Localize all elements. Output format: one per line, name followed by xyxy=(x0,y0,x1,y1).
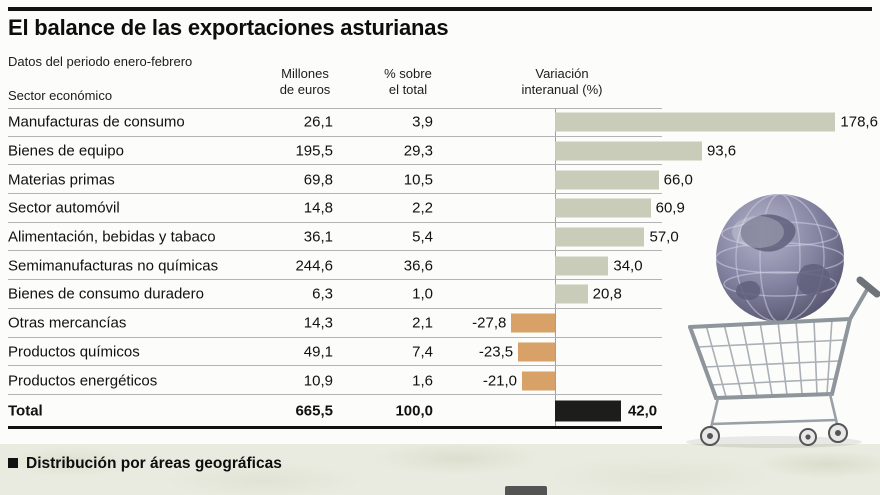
column-header-variacion: Variación interanual (%) xyxy=(521,66,603,97)
column-header-millones: Millones de euros xyxy=(279,66,331,97)
table-row: Sector automóvil 14,8 2,2 60,9 xyxy=(8,194,872,223)
row-var-value: 34,0 xyxy=(613,257,643,275)
row-var-value: 66,0 xyxy=(663,171,693,189)
row-pct: 10,5 xyxy=(403,171,433,189)
table-row: Otras mercancías 14,3 2,1 -27,8 xyxy=(8,309,872,338)
row-separator xyxy=(8,307,662,309)
row-var-value: -21,0 xyxy=(482,372,518,390)
total-bar xyxy=(555,400,621,421)
row-label: Alimentación, bebidas y tabaco xyxy=(8,228,216,246)
total-var-value: 42,0 xyxy=(627,402,658,419)
row-label: Sector automóvil xyxy=(8,199,120,217)
row-separator xyxy=(8,135,662,137)
total-millones: 665,5 xyxy=(295,402,333,419)
row-var-value: -27,8 xyxy=(472,314,507,332)
row-pct: 1,6 xyxy=(412,372,433,390)
table-row: Productos químicos 49,1 7,4 -23,5 xyxy=(8,338,872,367)
row-separator xyxy=(8,279,662,281)
row-separator xyxy=(8,193,662,195)
row-separator xyxy=(8,336,662,338)
next-section-title: Distribución por áreas geográficas xyxy=(26,455,282,472)
row-pct: 36,6 xyxy=(403,257,433,275)
total-bottom-rule xyxy=(8,426,662,429)
row-var-value: 178,6 xyxy=(840,113,878,131)
globe-in-shopping-cart-illustration xyxy=(686,194,880,448)
row-millones: 36,1 xyxy=(303,228,333,246)
table-row: Manufacturas de consumo 26,1 3,9 178,6 xyxy=(8,108,878,137)
row-bar xyxy=(555,112,836,132)
total-pct: 100,0 xyxy=(395,402,433,419)
row-label: Bienes de equipo xyxy=(8,142,124,160)
total-label: Total xyxy=(8,402,43,419)
page-title: El balance de las exportaciones asturian… xyxy=(8,15,449,40)
row-bar xyxy=(555,170,659,190)
table-row: Bienes de equipo 195,5 29,3 93,6 xyxy=(8,137,872,166)
row-var-value: 93,6 xyxy=(706,142,737,160)
background-texture xyxy=(0,444,880,495)
row-bar xyxy=(555,141,702,161)
row-bar xyxy=(555,198,651,218)
row-pct: 1,0 xyxy=(412,285,433,303)
row-separator xyxy=(8,365,662,367)
row-label: Productos químicos xyxy=(8,343,140,361)
row-separator xyxy=(8,221,662,223)
column-header-pct: % sobre el total xyxy=(384,66,432,97)
row-bar xyxy=(522,371,555,391)
section-bullet-icon xyxy=(8,458,18,468)
next-section-header: Distribución por áreas geográficas xyxy=(8,455,282,473)
total-row: Total 665,5 100,0 42,0 xyxy=(8,395,872,426)
row-label: Bienes de consumo duradero xyxy=(8,285,204,303)
table-row: Alimentación, bebidas y tabaco 36,1 5,4 … xyxy=(8,223,872,252)
row-pct: 29,3 xyxy=(403,142,433,160)
row-millones: 26,1 xyxy=(303,113,333,131)
row-separator xyxy=(8,250,662,252)
row-millones: 69,8 xyxy=(303,171,333,189)
column-header-sector: Sector económico xyxy=(8,88,113,103)
row-bar xyxy=(555,284,588,304)
table-row: Bienes de consumo duradero 6,3 1,0 20,8 xyxy=(8,280,872,309)
row-label: Materias primas xyxy=(8,171,115,189)
row-millones: 14,8 xyxy=(303,199,333,217)
row-millones: 10,9 xyxy=(303,372,333,390)
row-var-value: 20,8 xyxy=(592,285,622,303)
row-pct: 5,4 xyxy=(412,228,433,246)
row-bar xyxy=(555,227,645,247)
table-row: Materias primas 69,8 10,5 66,0 xyxy=(8,165,872,195)
row-label: Productos energéticos xyxy=(8,372,158,390)
row-label: Semimanufacturas no químicas xyxy=(8,257,219,275)
row-pct: 2,2 xyxy=(412,199,433,217)
row-separator xyxy=(8,164,662,166)
top-rule xyxy=(8,7,872,11)
cutoff-text-fragment xyxy=(505,486,547,495)
row-var-value: -23,5 xyxy=(478,343,514,361)
row-millones: 195,5 xyxy=(295,142,333,160)
row-pct: 2,1 xyxy=(412,314,433,332)
row-millones: 244,6 xyxy=(295,257,333,275)
row-bar xyxy=(518,342,555,362)
row-separator xyxy=(8,393,662,395)
row-millones: 14,3 xyxy=(303,314,333,332)
table-rows: Manufacturas de consumo 26,1 3,9 178,6 B… xyxy=(8,108,878,395)
row-var-value: 60,9 xyxy=(655,199,685,217)
subtitle: Datos del periodo enero-febrero xyxy=(8,54,193,69)
row-label: Manufacturas de consumo xyxy=(8,113,185,131)
table-row: Semimanufacturas no químicas 244,6 36,6 … xyxy=(8,251,872,281)
table-row: Productos energéticos 10,9 1,6 -21,0 xyxy=(8,366,872,395)
row-label: Otras mercancías xyxy=(8,314,127,332)
row-pct: 7,4 xyxy=(412,343,433,361)
row-var-value: 57,0 xyxy=(649,228,679,246)
row-millones: 6,3 xyxy=(312,285,333,303)
row-millones: 49,1 xyxy=(303,343,333,361)
row-bar xyxy=(555,256,609,276)
row-pct: 3,9 xyxy=(412,113,433,131)
row-bar xyxy=(511,313,555,333)
